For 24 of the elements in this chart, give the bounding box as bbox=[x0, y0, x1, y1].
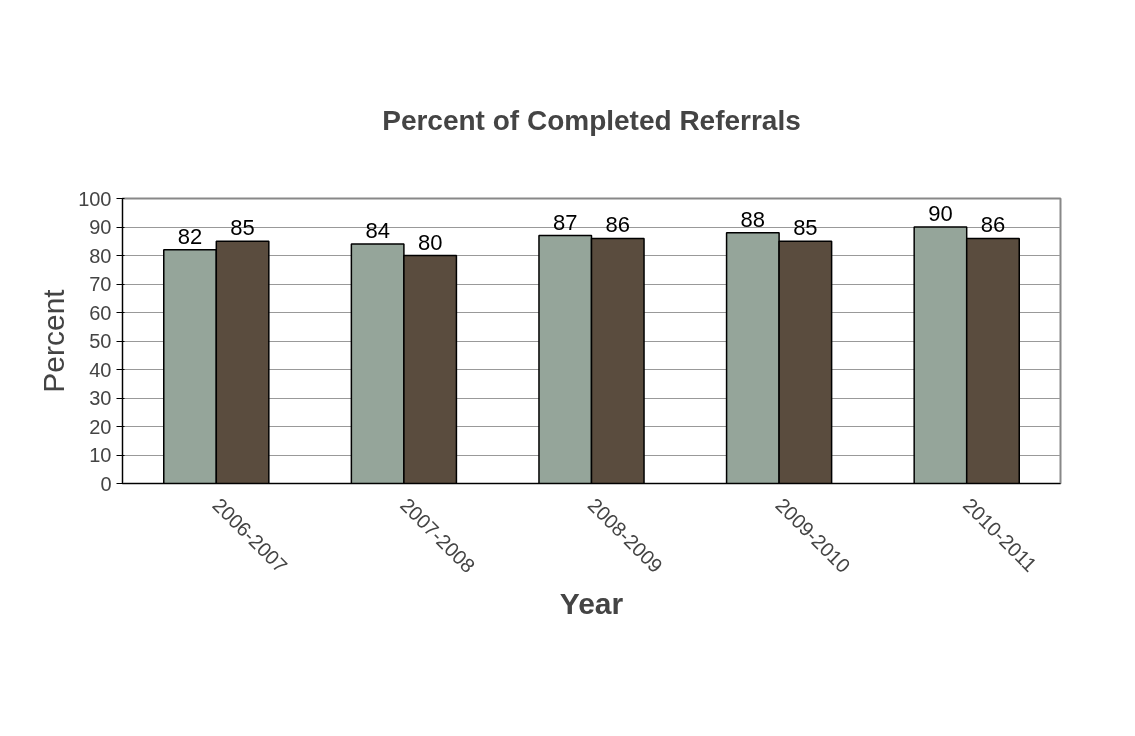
data-label: 84 bbox=[365, 218, 390, 244]
y-tick-label: 20 bbox=[89, 415, 112, 438]
x-axis-title: Year bbox=[559, 587, 624, 621]
y-tick-label: 50 bbox=[89, 330, 112, 352]
y-tick-label: 60 bbox=[89, 301, 112, 324]
y-tick-label: 0 bbox=[100, 472, 112, 495]
data-label: 88 bbox=[740, 206, 766, 232]
y-tick-label: 70 bbox=[89, 273, 112, 295]
data-label: 87 bbox=[553, 209, 578, 235]
y-tick-label: 30 bbox=[89, 387, 112, 409]
data-label: 82 bbox=[177, 223, 203, 249]
data-label: 86 bbox=[605, 212, 631, 238]
y-tick-label: 100 bbox=[78, 187, 112, 210]
chart-title: Percent of Completed Referrals bbox=[382, 105, 801, 136]
y-tick-label: 90 bbox=[89, 216, 112, 238]
y-tick-label: 40 bbox=[89, 358, 112, 381]
data-label: 86 bbox=[980, 212, 1006, 238]
y-tick-label: 80 bbox=[89, 244, 112, 267]
data-label: 85 bbox=[793, 215, 818, 241]
y-axis-title: Percent bbox=[37, 288, 71, 393]
data-label: 85 bbox=[230, 215, 255, 241]
data-label: 80 bbox=[417, 229, 443, 255]
data-label: 90 bbox=[928, 201, 953, 226]
y-tick-label: 10 bbox=[89, 444, 112, 466]
